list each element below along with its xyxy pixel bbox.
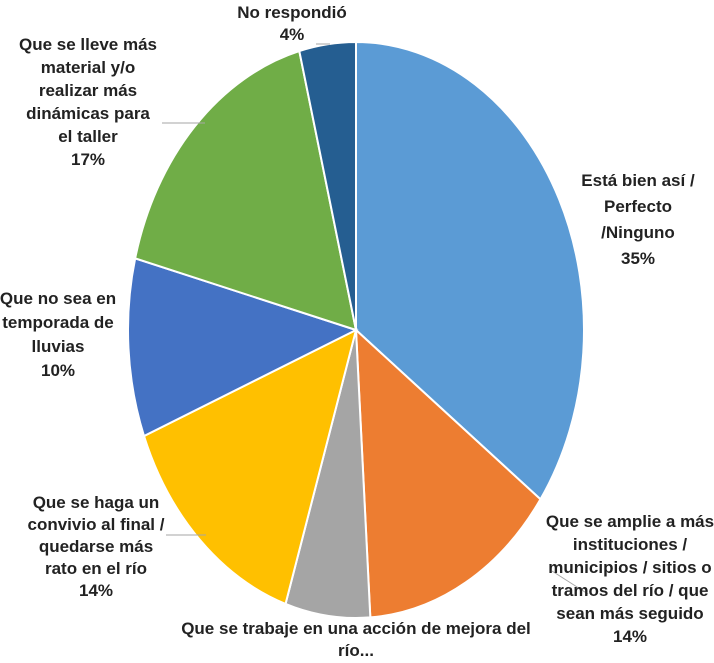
pie-slice-2 [354, 327, 542, 619]
slice-label-5: Que no sea en temporada de lluvias 10% [0, 289, 116, 380]
pie-slices [127, 40, 585, 619]
slice-labels: Está bien así / Perfecto/Ninguno 35% Que se… [0, 3, 714, 660]
slice-label-7: No respondió 4% [237, 3, 347, 44]
pie-slice-1 [355, 40, 585, 501]
slice-label-4: Que se haga un convivio al final / quedars… [28, 493, 165, 600]
pie-slice-5 [127, 257, 359, 438]
pie-slice-6 [134, 49, 358, 332]
slice-value-label-4: 14% [79, 581, 113, 600]
slice-value-label-1: 35% [621, 249, 655, 268]
leader-lines [162, 43, 589, 595]
slice-label-1: Está bien así / Perfecto/Ninguno 35% [581, 171, 695, 268]
slice-value-label-5: 10% [41, 361, 75, 380]
slice-label-2: Que se amplie a más instituciones / munici… [546, 512, 714, 646]
slice-value-label-6: 17% [71, 150, 105, 169]
slice-label-6: Que se lleve más material y/o realizar más… [19, 35, 157, 169]
leader-line-2 [551, 570, 589, 595]
slice-value-label-2: 14% [613, 627, 647, 646]
slice-value-label-7: 4% [280, 25, 305, 44]
slice-label-3: Que se trabaje en una acción de mejora d… [181, 619, 531, 660]
